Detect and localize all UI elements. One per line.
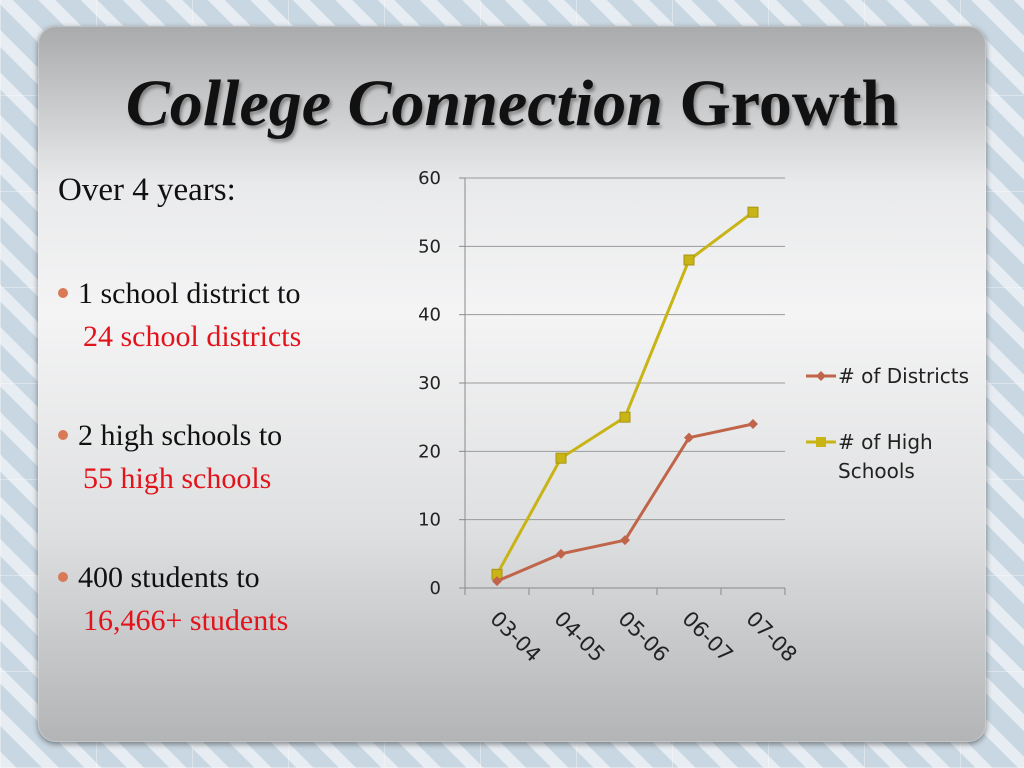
bullet-item-high-schools: 2 high schools to 55 high schools bbox=[58, 414, 282, 500]
slide-title: College Connection Growth bbox=[0, 66, 1024, 142]
y-tick-label: 10 bbox=[418, 510, 441, 531]
bullet-text: 400 students to bbox=[78, 561, 260, 594]
data-point-diamond bbox=[492, 576, 502, 587]
y-tick-label: 40 bbox=[418, 305, 441, 326]
data-point-diamond bbox=[748, 419, 758, 429]
data-point-square bbox=[619, 411, 631, 423]
x-tick-label: 05-06 bbox=[613, 607, 673, 667]
y-tick-label: 60 bbox=[418, 168, 441, 189]
x-tick-label: 06-07 bbox=[677, 607, 737, 667]
intro-text: Over 4 years: bbox=[58, 172, 236, 208]
legend-label: # of Districts bbox=[838, 364, 969, 388]
data-point-square bbox=[747, 206, 759, 218]
bullet-highlight: 24 school districts bbox=[83, 320, 302, 353]
bullet-text: 1 school district to bbox=[78, 277, 301, 310]
slide-background bbox=[38, 26, 986, 742]
legend-label: Schools bbox=[838, 459, 915, 483]
bullet-highlight: 16,466+ students bbox=[83, 604, 289, 637]
bullet-highlight: 55 high schools bbox=[83, 462, 272, 495]
y-tick-label: 0 bbox=[430, 578, 441, 599]
x-tick-label: 03-04 bbox=[485, 607, 545, 667]
data-point-diamond bbox=[684, 432, 694, 443]
x-tick-label: 04-05 bbox=[549, 607, 609, 667]
data-point-diamond bbox=[556, 548, 566, 559]
bullet-item-students: 400 students to 16,466+ students bbox=[58, 556, 288, 642]
data-point-square bbox=[555, 452, 567, 464]
bullet-item-districts: 1 school district to 24 school districts bbox=[58, 272, 301, 358]
y-tick-label: 50 bbox=[418, 236, 441, 257]
legend-marker bbox=[816, 437, 826, 447]
x-tick-label: 07-08 bbox=[741, 607, 801, 667]
y-tick-label: 20 bbox=[418, 441, 441, 462]
legend-marker bbox=[816, 371, 826, 381]
y-tick-label: 30 bbox=[418, 373, 441, 394]
bullet-dot-icon bbox=[58, 288, 68, 299]
title-italic: College Connection bbox=[125, 67, 663, 140]
title-rest: Growth bbox=[679, 67, 899, 140]
bullet-dot-icon bbox=[58, 430, 68, 441]
legend-label: # of High bbox=[838, 430, 933, 454]
bullet-text: 2 high schools to bbox=[78, 419, 283, 452]
bullet-dot-icon bbox=[58, 572, 68, 583]
data-point-diamond bbox=[620, 535, 630, 546]
data-point-square bbox=[683, 254, 695, 266]
